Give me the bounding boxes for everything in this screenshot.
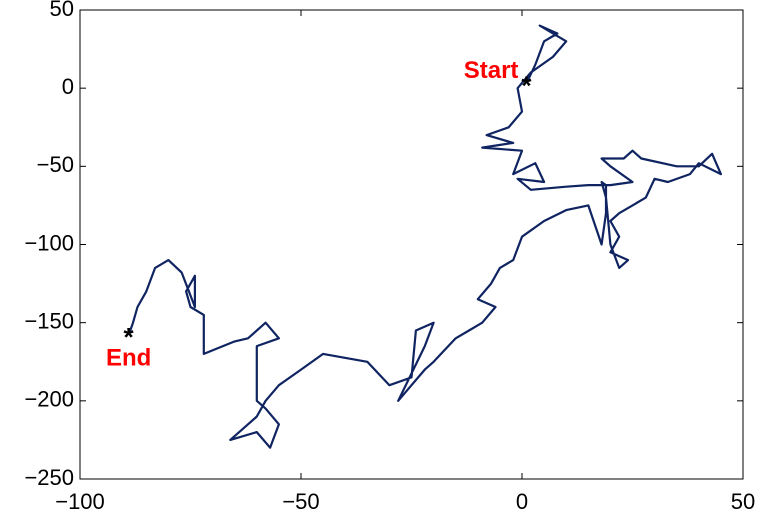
y-tick-label: −50: [37, 152, 74, 177]
x-tick-label: 50: [731, 489, 755, 514]
annotation: Start: [464, 57, 519, 84]
walk-line: [127, 24, 722, 449]
y-tick-label: −100: [24, 230, 74, 255]
x-tick-label: −100: [55, 489, 105, 514]
marker: *: [124, 322, 135, 352]
y-tick-label: 0: [62, 74, 74, 99]
y-tick-label: −250: [24, 465, 74, 490]
x-tick-label: −50: [282, 489, 319, 514]
x-tick-label: 0: [516, 489, 528, 514]
y-tick-label: −150: [24, 308, 74, 333]
plot-frame: [79, 9, 744, 480]
y-tick-label: −200: [24, 387, 74, 412]
y-tick-label: 50: [50, 0, 74, 21]
marker: *: [521, 70, 532, 100]
annotation: End: [106, 345, 151, 372]
